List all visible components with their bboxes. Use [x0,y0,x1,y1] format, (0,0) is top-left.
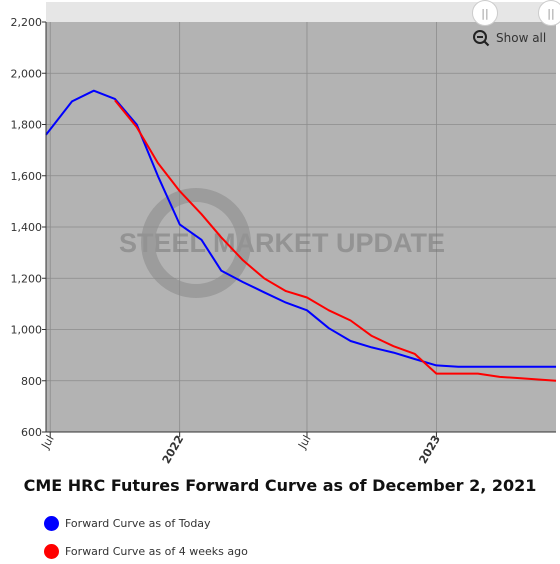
x-tick-label: Jul [295,433,313,452]
grid-lines [46,22,556,432]
x-tick-label: 2022 [160,433,187,466]
legend-item-4-weeks-ago[interactable]: Forward Curve as of 4 weeks ago [44,542,248,560]
series-layer [45,89,557,382]
x-tick-label: Jul [38,433,56,452]
legend-label-4-weeks-ago: Forward Curve as of 4 weeks ago [65,544,248,558]
y-tick-label: 2,200 [11,16,43,29]
y-tick-label: 600 [21,426,42,439]
chart-title: CME HRC Futures Forward Curve as of Dece… [23,476,537,495]
watermark-text: STEEL MARKET UPDATE [119,228,445,258]
y-tick-label: 800 [21,375,42,388]
y-tick-label: 2,000 [11,67,43,80]
watermark: STEEL MARKET UPDATE [119,188,445,298]
x-axis-ticks: Jul 2022 Jul 2023 [38,432,443,466]
legend-swatch-4-weeks-ago [44,543,59,559]
x-tick-label: 2023 [416,433,443,466]
navigator-right-handle[interactable]: || [538,0,560,26]
y-tick-label: 1,600 [11,170,43,183]
chart: STEEL MARKET UPDATE 600 800 1,000 1,200 1,40… [11,2,557,466]
series-line-today [45,89,556,368]
navigator-band [46,2,556,22]
watermark-logo-ring [141,188,251,298]
zoom-out-icon [473,30,490,47]
legend-item-today[interactable]: Forward Curve as of Today [44,514,211,532]
y-tick-label: 1,000 [11,324,43,337]
show-all-button[interactable]: Show all [472,29,546,47]
navigator-left-handle[interactable]: || [472,0,498,26]
show-all-label: Show all [496,31,547,45]
legend-label-today: Forward Curve as of Today [65,516,211,530]
series-line-4-weeks-ago [114,99,557,382]
y-tick-label: 1,200 [11,272,43,285]
y-tick-label: 1,400 [11,221,43,234]
y-axis-ticks: 600 800 1,000 1,200 1,400 1,600 1,800 2,000 2,20… [11,16,46,439]
y-tick-label: 1,800 [11,119,43,132]
legend-swatch-today [44,515,59,531]
